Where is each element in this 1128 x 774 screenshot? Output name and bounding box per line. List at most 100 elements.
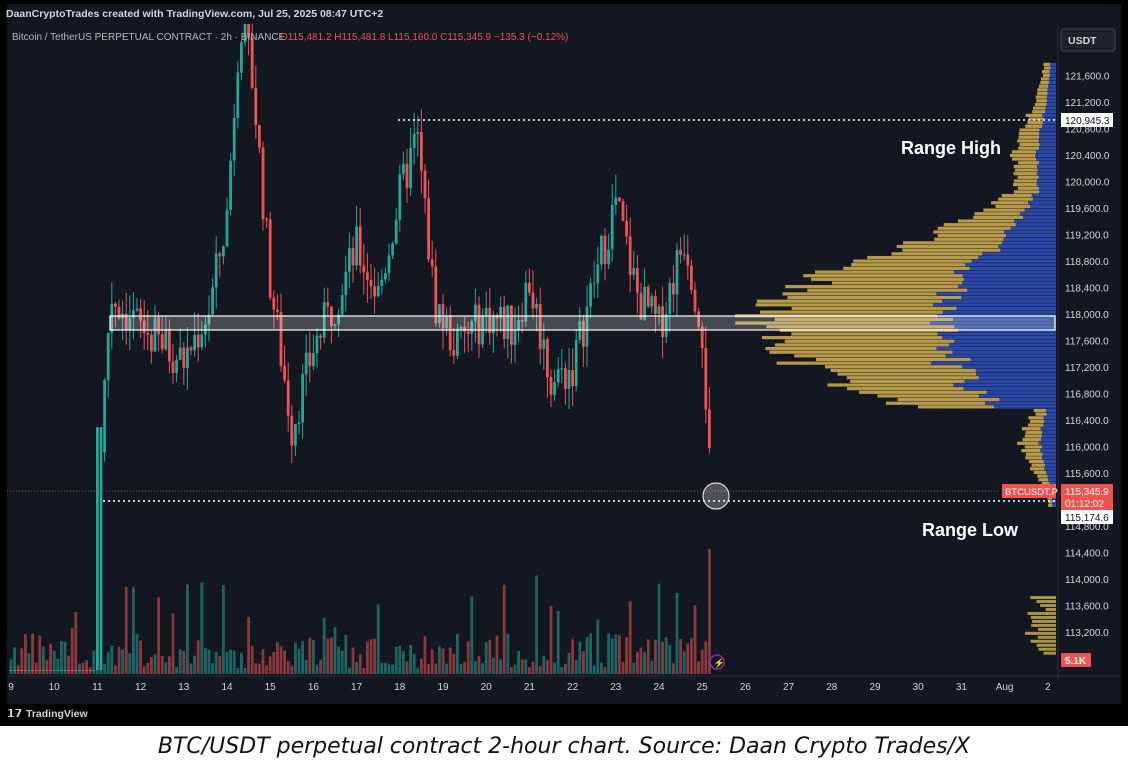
profile-bar-blue <box>1028 201 1056 205</box>
volume-bar <box>315 664 319 674</box>
profile-bar-gold <box>1018 186 1039 190</box>
time-tick-label: 23 <box>610 682 622 693</box>
candle-body <box>9 670 13 671</box>
volume-bar <box>654 639 657 674</box>
candle-body <box>477 304 481 345</box>
candle-body <box>484 307 488 316</box>
candle-body <box>366 272 369 281</box>
candle-body <box>409 148 412 188</box>
price-tick-label: 113,600.0 <box>1065 602 1109 613</box>
profile-bar-blue <box>1015 223 1056 227</box>
candle-body <box>348 248 351 272</box>
profile-bar-blue <box>965 263 1056 267</box>
volume-bar <box>150 656 153 674</box>
profile-bar-gold <box>1037 88 1048 92</box>
volume-bar <box>661 641 664 674</box>
profile-bar-gold <box>867 255 979 260</box>
profile-bar-gold <box>837 372 977 376</box>
time-tick-label: 20 <box>481 682 493 693</box>
volume-bar <box>279 646 283 674</box>
profile-bar-gold <box>1013 164 1037 168</box>
time-tick-label: 16 <box>308 682 320 693</box>
price-tick-label: 119,200.0 <box>1065 231 1109 242</box>
volume-bar <box>578 641 582 674</box>
profile-bar-blue <box>976 372 1056 376</box>
volume-bar <box>560 667 564 674</box>
price-tick-label: 114,800.0 <box>1065 522 1109 533</box>
candle-body <box>49 670 52 671</box>
candle-body <box>240 42 243 73</box>
volume-bar <box>56 658 60 674</box>
profile-bar-gold <box>1017 441 1039 445</box>
candle-body <box>402 163 405 175</box>
volume-bar <box>182 650 186 674</box>
profile-bar-gold <box>815 270 954 274</box>
profile-bar-blue <box>970 357 1056 362</box>
candle-body <box>232 117 236 161</box>
candle-body <box>614 197 618 205</box>
volume-bar <box>679 638 682 674</box>
profile-bar-gold <box>794 354 946 358</box>
profile-bar-gold <box>1032 110 1046 114</box>
currency-button[interactable] <box>1060 28 1116 52</box>
volume-bar <box>592 665 596 674</box>
candle-body <box>218 253 222 257</box>
volume-bar <box>459 663 463 674</box>
profile-bar-gold <box>974 212 1021 216</box>
candle-body <box>470 321 474 334</box>
volume-bar <box>351 647 355 674</box>
price-tick-label: 115,600.0 <box>1065 469 1109 480</box>
candle-body <box>344 271 348 296</box>
volume-tag <box>1061 653 1091 667</box>
volume-bar <box>308 637 312 674</box>
volume-bar <box>110 645 114 674</box>
volume-bar <box>225 651 229 674</box>
candle-body <box>103 380 106 453</box>
candle-body <box>60 670 63 671</box>
profile-bar-gold <box>934 237 1004 241</box>
candle-body <box>445 315 448 329</box>
price-tick-label: 113,200.0 <box>1065 628 1109 639</box>
candle-body <box>380 279 384 286</box>
candle-body <box>513 329 517 345</box>
profile-bar-gold <box>784 339 955 343</box>
profile-bar-gold <box>891 252 983 256</box>
candle-body <box>261 147 265 220</box>
profile-bar-gold <box>1034 102 1047 107</box>
candle-body <box>416 132 420 134</box>
candle-body <box>423 170 427 199</box>
candle-body <box>358 226 362 266</box>
profile-bar-blue <box>1041 434 1056 438</box>
profile-bar-blue <box>961 365 1056 369</box>
profile-bar-blue <box>1045 106 1056 110</box>
volume-bar <box>488 640 492 674</box>
profile-bar-gold <box>782 292 937 296</box>
time-tick-label: 9 <box>8 682 14 693</box>
profile-bar-blue <box>942 336 1056 340</box>
candle-body <box>700 326 704 349</box>
volume-bar <box>60 641 63 674</box>
volume-bar <box>294 642 297 674</box>
time-tick-label: 25 <box>697 682 709 693</box>
volume-bar <box>42 646 45 674</box>
profile-bar-gold <box>1031 463 1046 467</box>
profile-bar-blue <box>978 394 1056 398</box>
candle-body <box>56 670 60 671</box>
candle-body <box>243 24 247 43</box>
currency-button-label: USDT <box>1068 35 1097 47</box>
time-tick-label: 27 <box>783 682 795 693</box>
volume-bar <box>690 638 693 674</box>
lightning-icon[interactable] <box>709 654 725 670</box>
profile-bar-gold <box>991 201 1029 205</box>
volume-bar <box>222 585 225 674</box>
profile-bar-gold <box>1030 639 1056 643</box>
volume-bar <box>639 647 643 674</box>
profile-bar-gold <box>1035 95 1047 99</box>
volume-bar <box>261 649 265 674</box>
candle-body <box>679 249 682 255</box>
price-tick-label: 121,200.0 <box>1065 98 1110 109</box>
volume-bar <box>265 665 268 674</box>
profile-bar-blue <box>978 255 1056 260</box>
volume-bar <box>268 656 272 674</box>
volume-bar <box>628 601 632 674</box>
